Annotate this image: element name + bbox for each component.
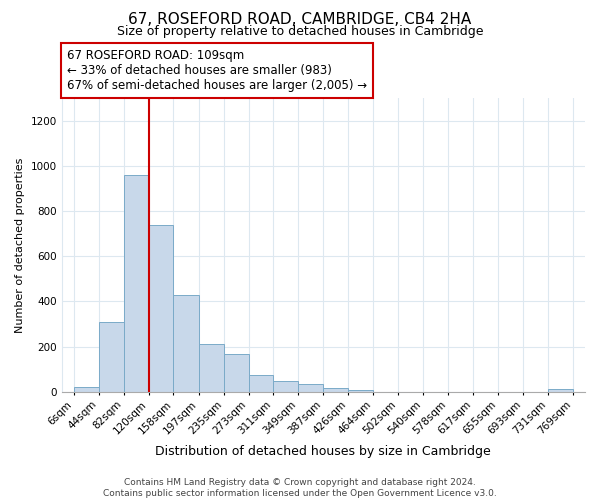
Bar xyxy=(248,376,274,392)
Text: Contains HM Land Registry data © Crown copyright and database right 2024.
Contai: Contains HM Land Registry data © Crown c… xyxy=(103,478,497,498)
Bar xyxy=(74,387,99,392)
X-axis label: Distribution of detached houses by size in Cambridge: Distribution of detached houses by size … xyxy=(155,444,491,458)
Bar xyxy=(173,294,199,392)
Bar xyxy=(199,344,224,392)
Bar xyxy=(124,175,149,392)
Text: Size of property relative to detached houses in Cambridge: Size of property relative to detached ho… xyxy=(117,25,483,38)
Bar xyxy=(149,224,173,392)
Bar xyxy=(548,390,572,392)
Text: 67, ROSEFORD ROAD, CAMBRIDGE, CB4 2HA: 67, ROSEFORD ROAD, CAMBRIDGE, CB4 2HA xyxy=(128,12,472,28)
Bar xyxy=(298,384,323,392)
Bar xyxy=(274,381,298,392)
Bar xyxy=(349,390,373,392)
Bar xyxy=(99,322,124,392)
Text: 67 ROSEFORD ROAD: 109sqm
← 33% of detached houses are smaller (983)
67% of semi-: 67 ROSEFORD ROAD: 109sqm ← 33% of detach… xyxy=(67,50,367,92)
Y-axis label: Number of detached properties: Number of detached properties xyxy=(15,157,25,332)
Bar xyxy=(224,354,248,392)
Bar xyxy=(323,388,349,392)
